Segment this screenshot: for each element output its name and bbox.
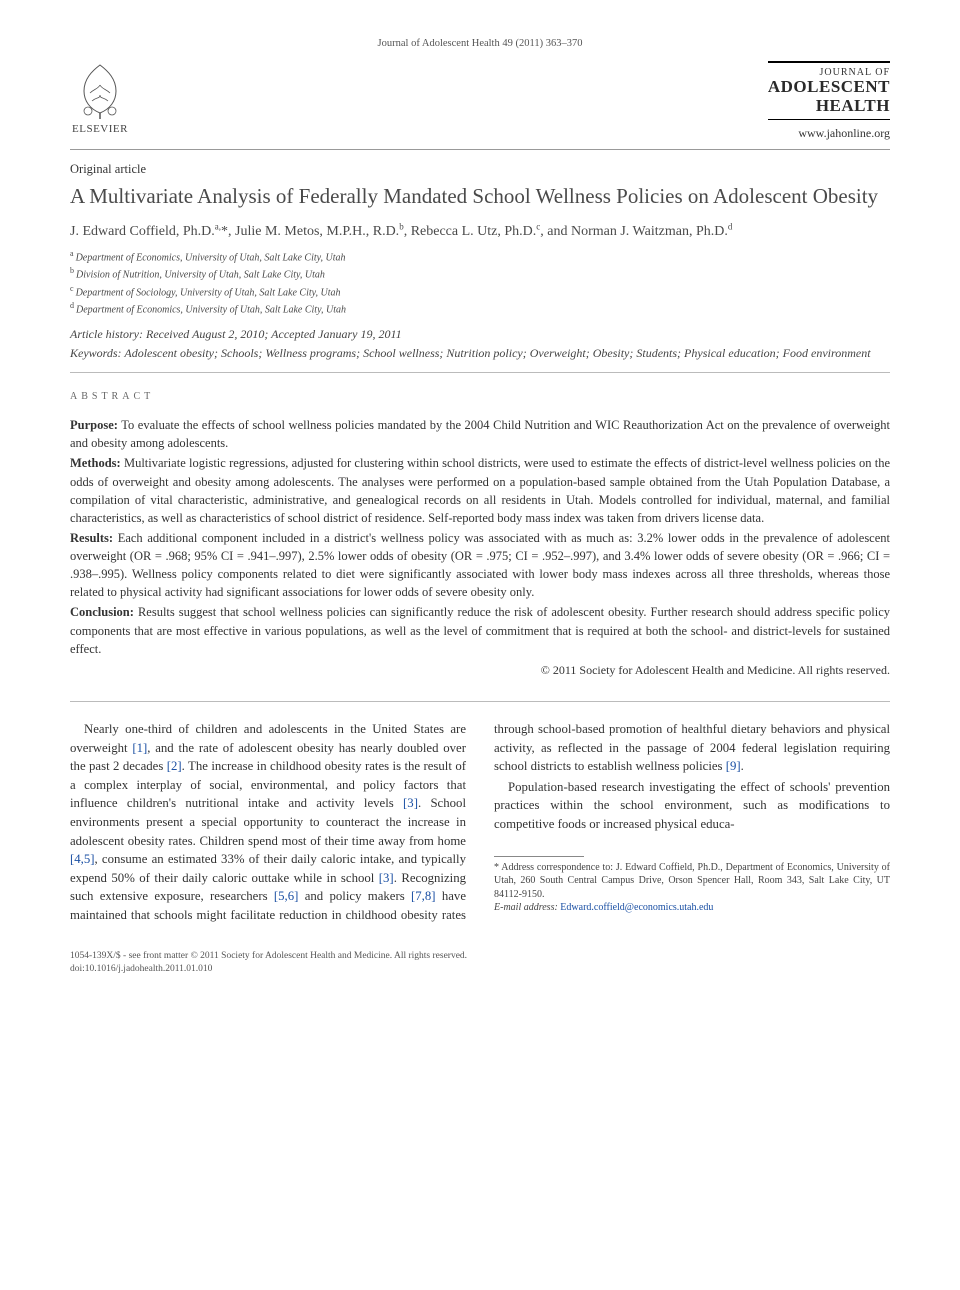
citation-link[interactable]: [1] xyxy=(132,741,147,755)
email-link[interactable]: Edward.coffield@economics.utah.edu xyxy=(560,902,713,913)
body-text: . xyxy=(741,759,744,773)
citation-link[interactable]: [3] xyxy=(379,871,394,885)
abstract-copyright: © 2011 Society for Adolescent Health and… xyxy=(70,662,890,679)
citation-link[interactable]: [5,6] xyxy=(274,889,299,903)
elsevier-tree-icon xyxy=(70,61,130,121)
affiliations: aDepartment of Economics, University of … xyxy=(70,248,890,317)
conclusion-text: Results suggest that school wellness pol… xyxy=(70,605,890,655)
section-divider xyxy=(70,372,890,373)
article-title: A Multivariate Analysis of Federally Man… xyxy=(70,183,890,210)
citation-link[interactable]: [7,8] xyxy=(411,889,436,903)
history-label: Article history: xyxy=(70,327,143,341)
journal-url[interactable]: www.jahonline.org xyxy=(768,126,890,141)
affiliation-row: bDivision of Nutrition, University of Ut… xyxy=(70,265,890,282)
methods-label: Methods: xyxy=(70,456,121,470)
history-text: Received August 2, 2010; Accepted Januar… xyxy=(146,327,402,341)
body-divider xyxy=(70,701,890,702)
publisher-label: ELSEVIER xyxy=(72,123,128,135)
citation-link[interactable]: [9] xyxy=(726,759,741,773)
conclusion-label: Conclusion: xyxy=(70,605,134,619)
running-header: Journal of Adolescent Health 49 (2011) 3… xyxy=(70,38,890,49)
footnotes: * Address correspondence to: J. Edward C… xyxy=(494,861,890,915)
email-label: E-mail address: xyxy=(494,902,558,913)
page-footer: 1054-139X/$ - see front matter © 2011 So… xyxy=(70,950,890,975)
citation-link[interactable]: [3] xyxy=(403,796,418,810)
citation-link[interactable]: [2] xyxy=(167,759,182,773)
publisher-block: ELSEVIER xyxy=(70,61,130,135)
purpose-label: Purpose: xyxy=(70,418,118,432)
citation-link[interactable]: [4,5] xyxy=(70,852,95,866)
purpose-text: To evaluate the effects of school wellne… xyxy=(70,418,890,450)
abstract-heading: ABSTRACT xyxy=(70,391,890,402)
footer-doi: doi:10.1016/j.jadohealth.2011.01.010 xyxy=(70,963,890,975)
affiliation-row: cDepartment of Sociology, University of … xyxy=(70,283,890,300)
results-text: Each additional component included in a … xyxy=(70,531,890,599)
article-type: Original article xyxy=(70,162,890,177)
masthead: ELSEVIER JOURNAL OF ADOLESCENT HEALTH ww… xyxy=(70,61,890,150)
keywords: Keywords: Adolescent obesity; Schools; W… xyxy=(70,344,890,362)
corresponding-author: * Address correspondence to: J. Edward C… xyxy=(494,861,890,902)
author-list: J. Edward Coffield, Ph.D.a,*, Julie M. M… xyxy=(70,221,890,242)
article-body: Nearly one-third of children and adolesc… xyxy=(70,720,890,924)
methods-text: Multivariate logistic regressions, adjus… xyxy=(70,456,890,524)
article-history: Article history: Received August 2, 2010… xyxy=(70,327,890,342)
journal-brand: JOURNAL OF ADOLESCENT HEALTH www.jahonli… xyxy=(768,61,890,141)
journal-name-line2: HEALTH xyxy=(768,97,890,116)
body-paragraph: Population-based research investigating … xyxy=(494,778,890,834)
results-label: Results: xyxy=(70,531,113,545)
affiliation-row: aDepartment of Economics, University of … xyxy=(70,248,890,265)
abstract-body: Purpose: To evaluate the effects of scho… xyxy=(70,416,890,679)
keywords-label: Keywords: xyxy=(70,346,122,360)
body-text: and policy makers xyxy=(298,889,411,903)
keywords-text: Adolescent obesity; Schools; Wellness pr… xyxy=(124,346,870,360)
journal-name-line1: ADOLESCENT xyxy=(768,78,890,97)
body-text: adolescent obesity rates. Children spend… xyxy=(70,834,466,848)
footnote-rule xyxy=(494,856,584,857)
footer-copyright: 1054-139X/$ - see front matter © 2011 So… xyxy=(70,950,890,962)
authors-text: J. Edward Coffield, Ph.D.a,*, Julie M. M… xyxy=(70,224,732,239)
affiliation-row: dDepartment of Economics, University of … xyxy=(70,300,890,317)
